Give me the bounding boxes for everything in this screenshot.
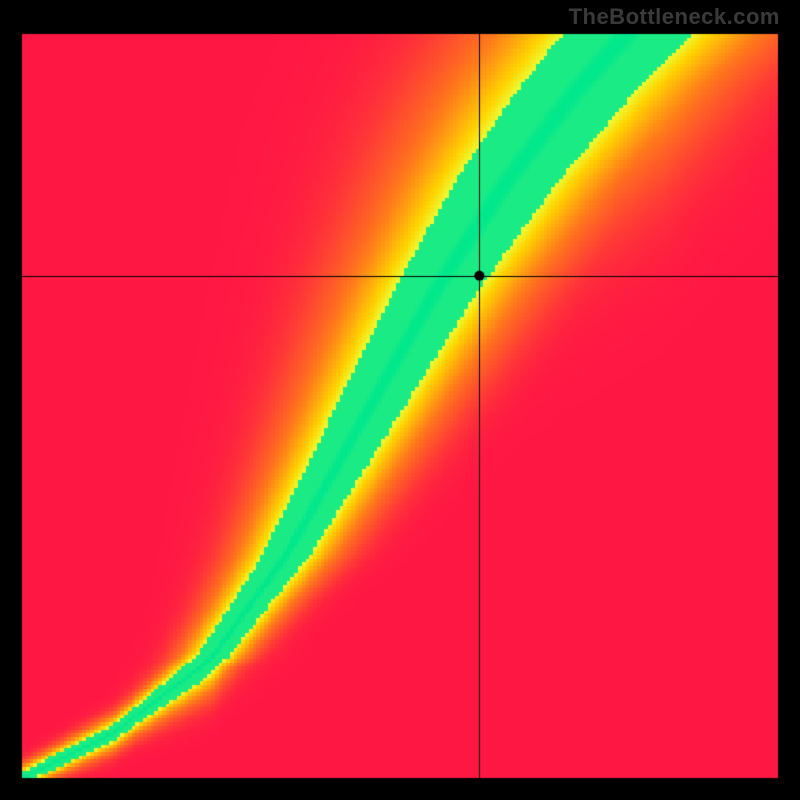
bottleneck-heatmap	[0, 0, 800, 800]
watermark-text: TheBottleneck.com	[569, 4, 780, 30]
chart-container: { "watermark": { "text": "TheBottleneck.…	[0, 0, 800, 800]
